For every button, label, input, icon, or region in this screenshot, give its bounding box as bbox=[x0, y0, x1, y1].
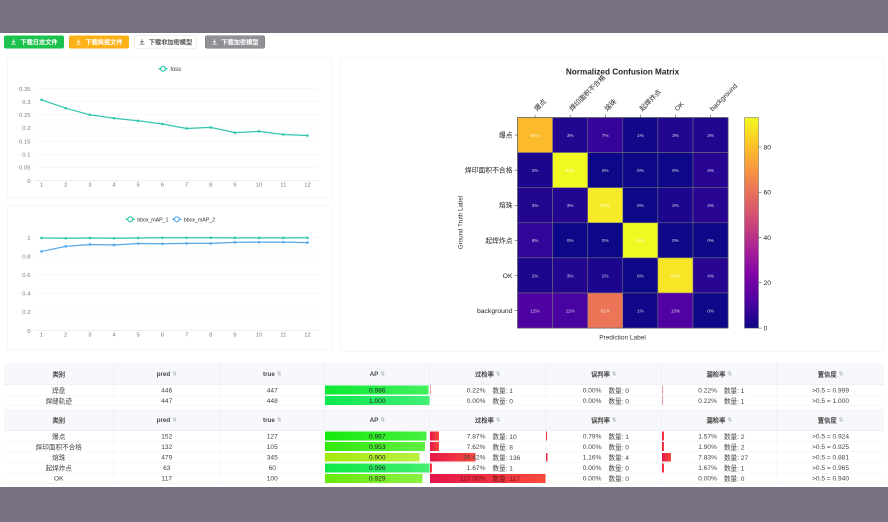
svg-text:3%: 3% bbox=[672, 133, 679, 138]
svg-text:10: 10 bbox=[256, 183, 263, 189]
svg-text:起焊炸点: 起焊炸点 bbox=[637, 87, 663, 113]
svg-text:0.05: 0.05 bbox=[19, 166, 31, 172]
svg-text:起焊炸点: 起焊炸点 bbox=[485, 236, 512, 245]
svg-text:4: 4 bbox=[112, 333, 116, 339]
svg-text:2%: 2% bbox=[532, 273, 539, 278]
svg-text:2%: 2% bbox=[672, 203, 679, 208]
svg-text:2%: 2% bbox=[602, 273, 609, 278]
svg-text:80: 80 bbox=[764, 144, 772, 151]
svg-text:爆点: 爆点 bbox=[532, 97, 548, 113]
svg-text:4%: 4% bbox=[707, 203, 714, 208]
svg-text:4: 4 bbox=[112, 183, 116, 189]
svg-text:6%: 6% bbox=[532, 238, 539, 243]
svg-text:9: 9 bbox=[233, 183, 236, 189]
svg-text:1: 1 bbox=[40, 333, 43, 339]
svg-text:61%: 61% bbox=[601, 308, 610, 313]
svg-text:3%: 3% bbox=[567, 273, 574, 278]
svg-text:1%: 1% bbox=[637, 308, 644, 313]
svg-text:20: 20 bbox=[764, 280, 772, 287]
svg-text:OK: OK bbox=[503, 273, 513, 280]
svg-text:11: 11 bbox=[280, 333, 286, 339]
svg-text:0.3: 0.3 bbox=[22, 100, 31, 106]
svg-text:2%: 2% bbox=[532, 168, 539, 173]
svg-text:7%: 7% bbox=[602, 133, 609, 138]
svg-text:1: 1 bbox=[40, 183, 43, 189]
svg-text:60: 60 bbox=[764, 190, 772, 197]
svg-text:0%: 0% bbox=[672, 168, 679, 173]
svg-text:3: 3 bbox=[88, 333, 92, 339]
svg-text:11%: 11% bbox=[566, 308, 575, 313]
svg-text:0.2: 0.2 bbox=[22, 310, 30, 316]
svg-text:熔珠: 熔珠 bbox=[602, 97, 618, 113]
svg-text:0.6: 0.6 bbox=[22, 273, 31, 279]
svg-text:bbox_mAP_2: bbox_mAP_2 bbox=[184, 218, 215, 224]
svg-text:0: 0 bbox=[764, 326, 768, 333]
svg-text:爆点: 爆点 bbox=[499, 130, 513, 139]
svg-text:background: background bbox=[477, 308, 513, 315]
svg-text:90%: 90% bbox=[601, 203, 610, 208]
svg-text:2: 2 bbox=[64, 333, 67, 339]
svg-text:0.8: 0.8 bbox=[22, 254, 31, 260]
svg-text:loss: loss bbox=[171, 67, 182, 73]
svg-text:0%: 0% bbox=[602, 168, 609, 173]
svg-text:0.35: 0.35 bbox=[19, 87, 31, 93]
svg-text:0%: 0% bbox=[672, 238, 679, 243]
svg-text:熔珠: 熔珠 bbox=[499, 201, 513, 210]
svg-text:0.1: 0.1 bbox=[22, 153, 30, 159]
svg-text:0%: 0% bbox=[707, 238, 714, 243]
svg-text:0%: 0% bbox=[567, 238, 574, 243]
svg-text:background: background bbox=[709, 83, 739, 113]
svg-text:0.25: 0.25 bbox=[19, 113, 31, 119]
svg-text:11: 11 bbox=[280, 183, 286, 189]
svg-text:0%: 0% bbox=[637, 168, 644, 173]
svg-text:0: 0 bbox=[27, 179, 31, 185]
svg-text:5: 5 bbox=[137, 183, 141, 189]
svg-text:9: 9 bbox=[233, 333, 236, 339]
svg-text:焊印面积不合格: 焊印面积不合格 bbox=[465, 166, 513, 175]
svg-text:1%: 1% bbox=[637, 133, 644, 138]
svg-text:6: 6 bbox=[161, 333, 165, 339]
svg-text:8: 8 bbox=[209, 333, 213, 339]
svg-text:13%: 13% bbox=[671, 308, 680, 313]
svg-text:0.2: 0.2 bbox=[22, 126, 30, 132]
svg-text:82%: 82% bbox=[530, 133, 539, 138]
svg-text:0%: 0% bbox=[707, 308, 714, 313]
svg-text:12: 12 bbox=[304, 333, 311, 339]
svg-text:3%: 3% bbox=[532, 203, 539, 208]
svg-text:6: 6 bbox=[161, 183, 165, 189]
svg-text:3%: 3% bbox=[567, 133, 574, 138]
svg-text:Ground Truth Label: Ground Truth Label bbox=[458, 196, 465, 249]
svg-text:10: 10 bbox=[256, 333, 263, 339]
svg-text:1: 1 bbox=[27, 236, 30, 242]
svg-text:3%: 3% bbox=[567, 203, 574, 208]
svg-text:4%: 4% bbox=[707, 273, 714, 278]
svg-text:OK: OK bbox=[674, 101, 686, 113]
svg-text:93%: 93% bbox=[636, 238, 645, 243]
svg-text:Normalized Confusion Matrix: Normalized Confusion Matrix bbox=[566, 68, 680, 77]
svg-text:12: 12 bbox=[304, 183, 311, 189]
svg-text:40: 40 bbox=[764, 235, 772, 242]
svg-text:0.4: 0.4 bbox=[22, 292, 31, 298]
svg-text:89%: 89% bbox=[671, 273, 680, 278]
svg-text:0%: 0% bbox=[637, 203, 644, 208]
svg-text:8: 8 bbox=[209, 183, 213, 189]
svg-text:5: 5 bbox=[137, 333, 141, 339]
svg-text:0%: 0% bbox=[637, 273, 644, 278]
svg-text:7: 7 bbox=[185, 183, 188, 189]
svg-text:焊印面积不合格: 焊印面积不合格 bbox=[567, 73, 607, 113]
svg-text:0%: 0% bbox=[602, 238, 609, 243]
svg-text:7: 7 bbox=[185, 333, 188, 339]
svg-text:2: 2 bbox=[64, 183, 67, 189]
svg-text:3: 3 bbox=[88, 183, 92, 189]
svg-text:Prediction Label: Prediction Label bbox=[599, 335, 646, 342]
svg-text:bbox_mAP_1: bbox_mAP_1 bbox=[137, 218, 168, 224]
svg-text:4%: 4% bbox=[707, 168, 714, 173]
svg-text:3%: 3% bbox=[707, 133, 714, 138]
svg-text:12%: 12% bbox=[530, 308, 539, 313]
svg-text:0.15: 0.15 bbox=[19, 139, 31, 145]
svg-text:93%: 93% bbox=[566, 168, 575, 173]
svg-text:0: 0 bbox=[27, 329, 31, 335]
